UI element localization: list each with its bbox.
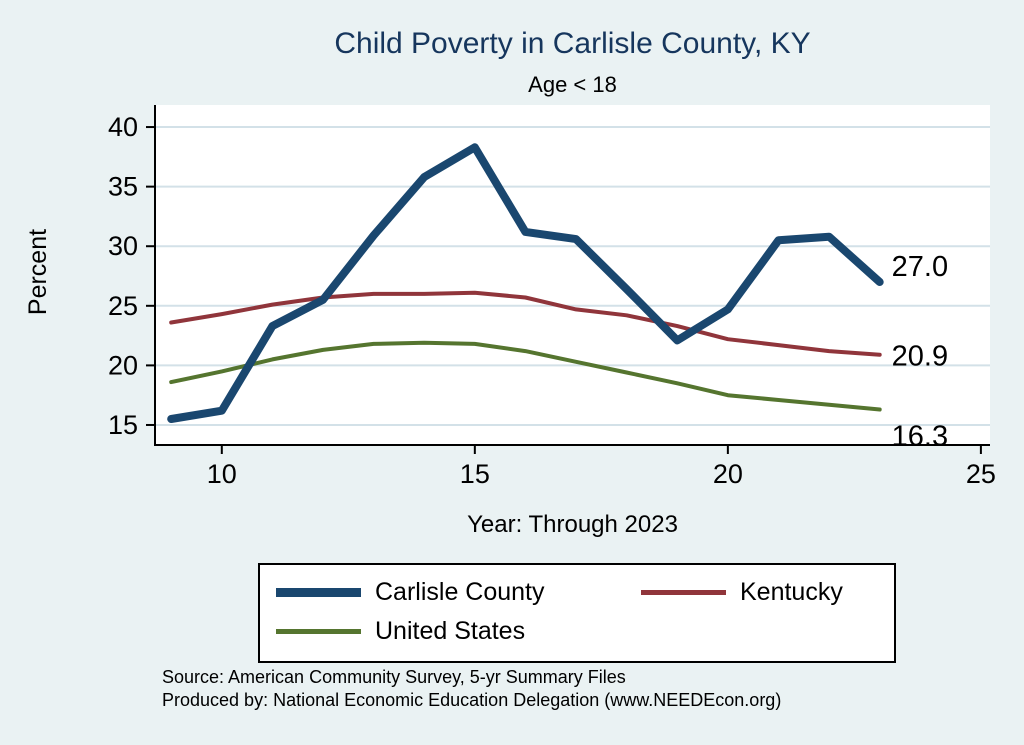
svg-text:30: 30: [108, 231, 138, 261]
legend-item-united-states: United States: [276, 617, 641, 646]
svg-text:35: 35: [108, 172, 138, 202]
source-line: Source: American Community Survey, 5-yr …: [162, 667, 626, 687]
svg-text:20: 20: [713, 459, 743, 489]
legend-label-kentucky: Kentucky: [740, 578, 843, 606]
svg-text:10: 10: [207, 459, 237, 489]
produced-by-line: Produced by: National Economic Education…: [162, 690, 782, 710]
plot-area: 15 20 25 30 35 40 10 15 20 25 27.0 20.9 16.3: [108, 105, 996, 489]
plot-canvas: 15 20 25 30 35 40 10 15 20 25 27.0 20.9 16.3: [108, 105, 996, 489]
svg-text:25: 25: [966, 459, 996, 489]
svg-text:16.3: 16.3: [892, 420, 948, 452]
legend-swatch-kentucky: [641, 590, 726, 595]
chart-title: Child Poverty in Carlisle County, KY: [334, 27, 811, 60]
svg-text:25: 25: [108, 291, 138, 321]
chart-subtitle: Age < 18: [528, 72, 617, 97]
x-axis-label: Year: Through 2023: [467, 511, 678, 538]
svg-text:20: 20: [108, 350, 138, 380]
svg-text:15: 15: [460, 459, 490, 489]
legend-label-united-states: United States: [375, 617, 526, 645]
y-axis-label: Percent: [24, 228, 52, 316]
svg-text:27.0: 27.0: [892, 251, 948, 283]
svg-text:40: 40: [108, 112, 138, 142]
legend-label-carlisle-county: Carlisle County: [375, 578, 545, 606]
legend-swatch-carlisle-county: [276, 588, 361, 597]
legend: Carlisle County Kentucky United States: [258, 563, 896, 663]
legend-item-kentucky: Kentucky: [641, 578, 894, 607]
source-note: Source: American Community Survey, 5-yr …: [162, 666, 781, 712]
svg-text:20.9: 20.9: [892, 341, 948, 373]
legend-swatch-united-states: [276, 629, 361, 634]
svg-text:15: 15: [108, 410, 138, 440]
legend-item-carlisle-county: Carlisle County: [276, 578, 641, 607]
